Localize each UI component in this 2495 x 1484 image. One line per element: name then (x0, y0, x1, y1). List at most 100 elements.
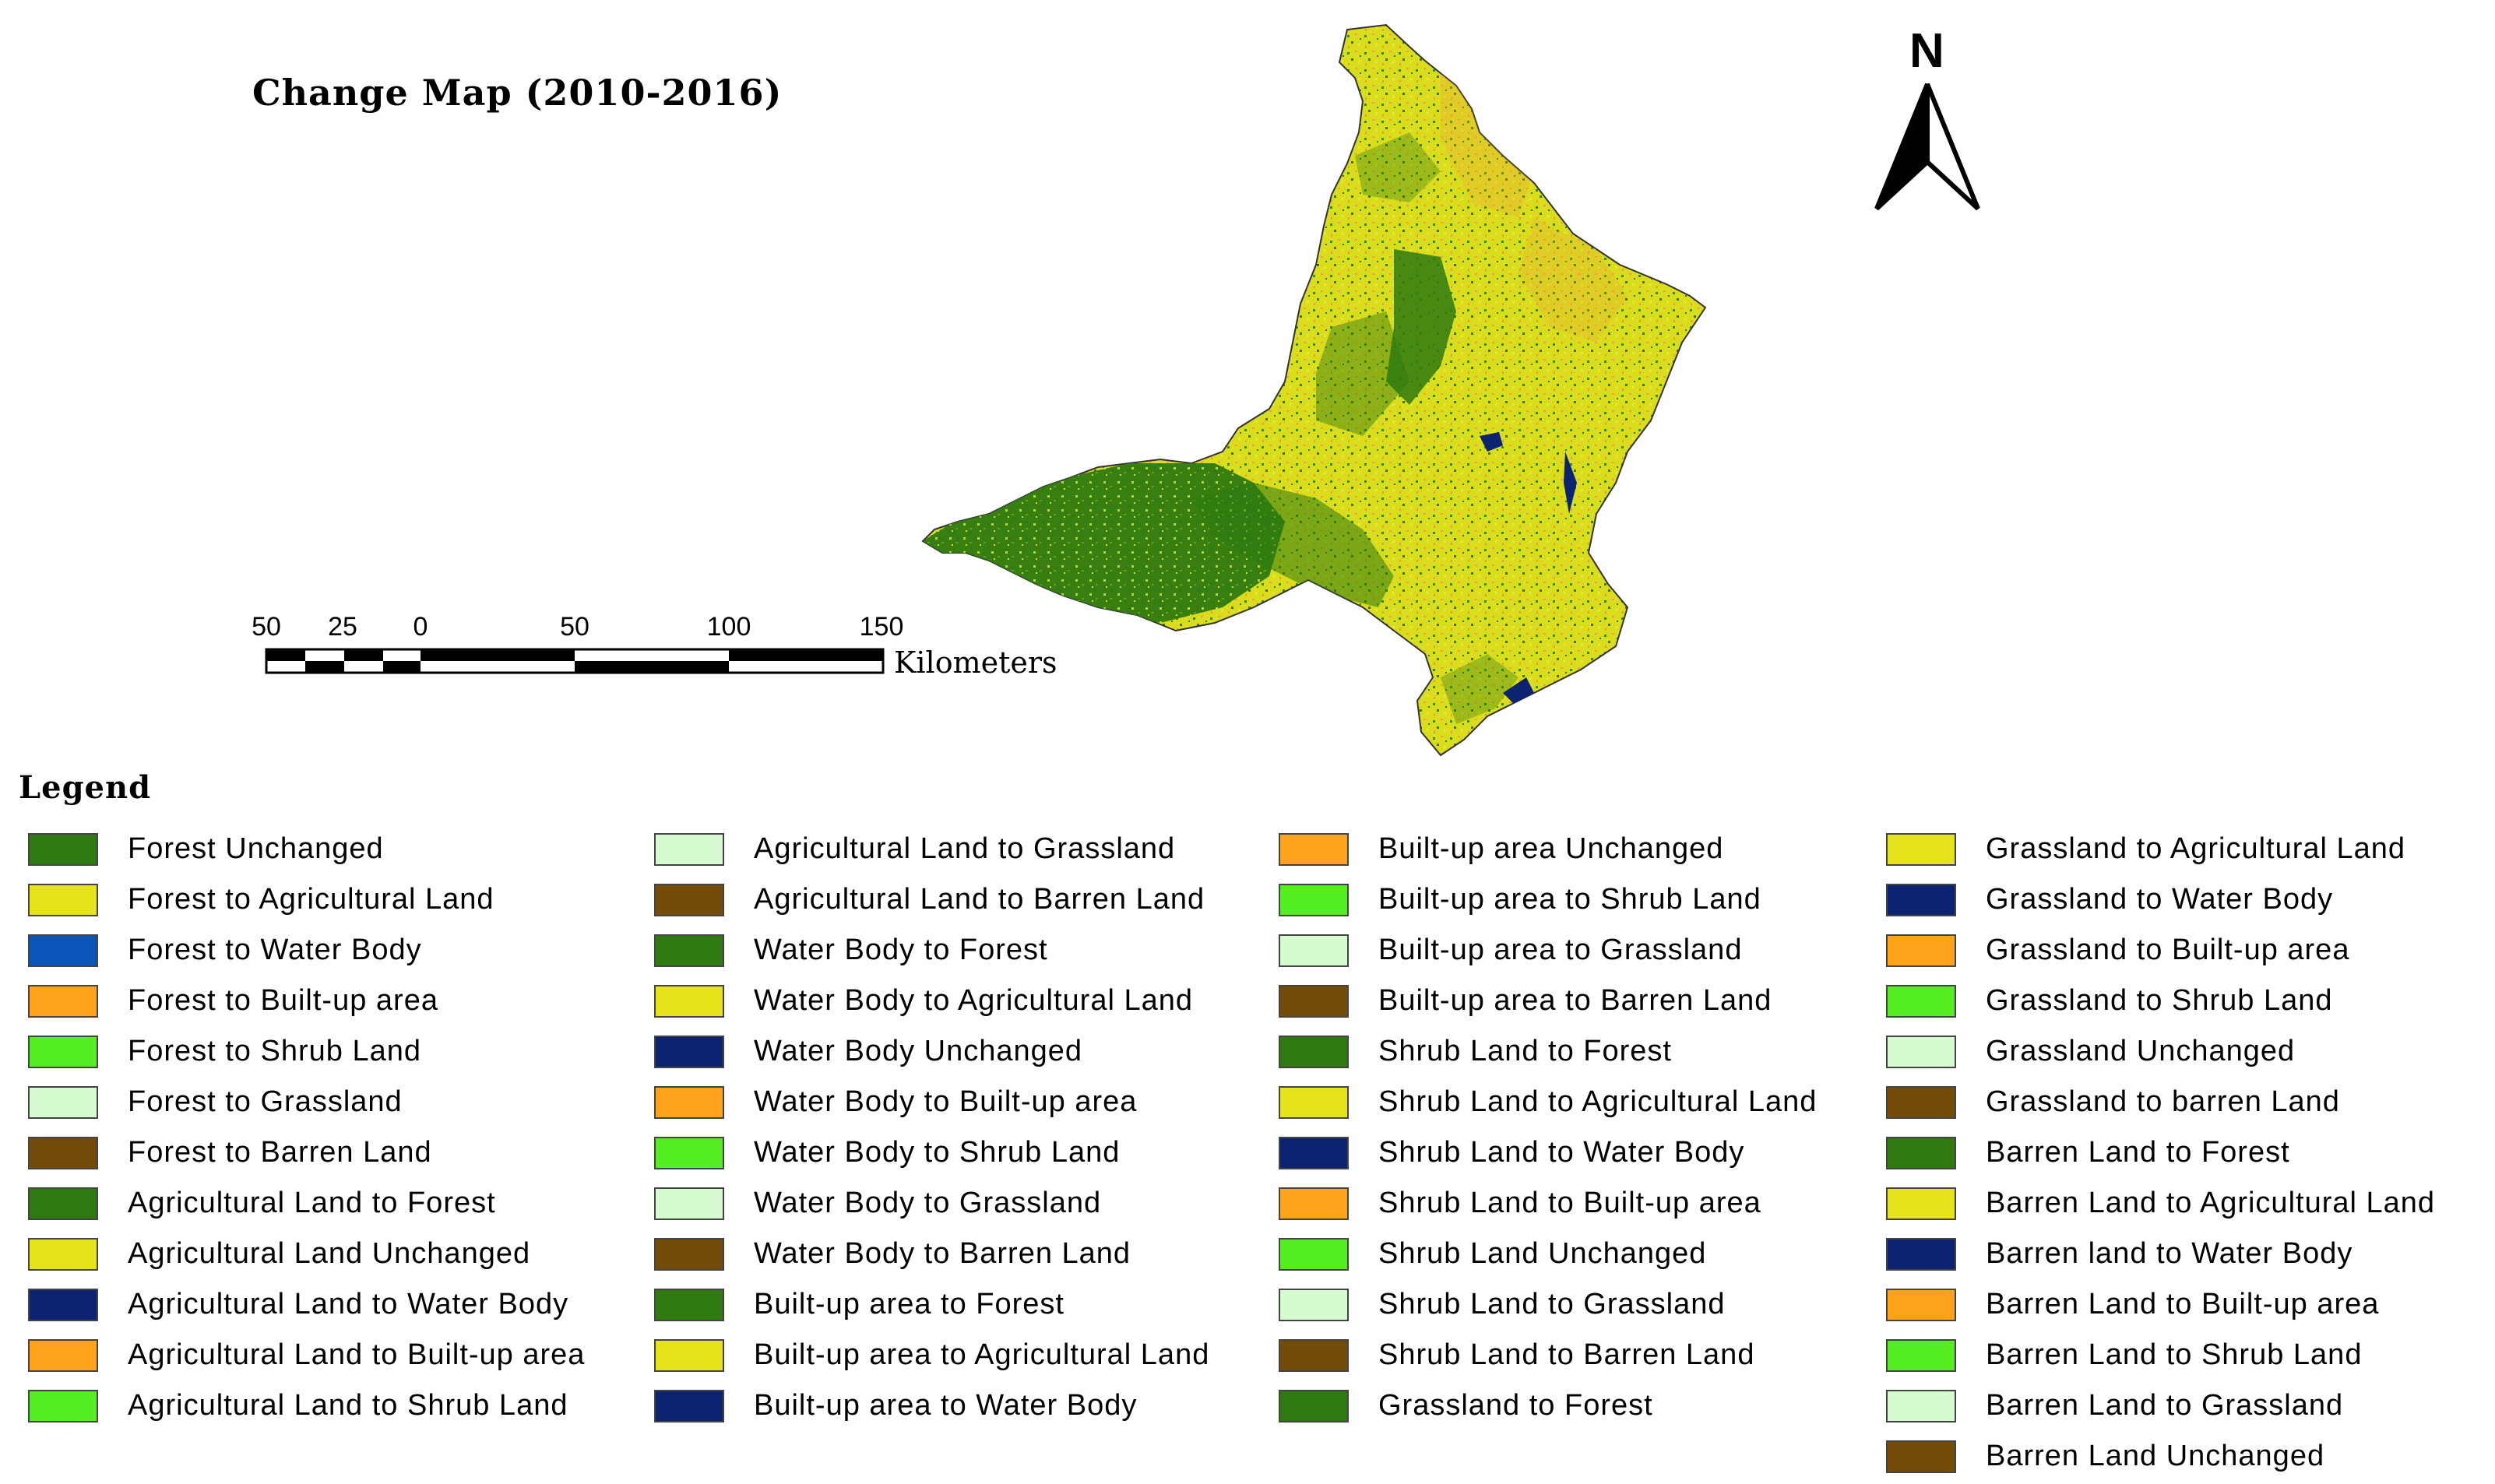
legend-swatch (28, 1035, 98, 1068)
legend-label: Shrub Land Unchanged (1378, 1237, 1707, 1270)
legend-item: Water Body to Barren Land (654, 1229, 1209, 1279)
legend-swatch (1886, 832, 1956, 866)
legend-item: Forest to Built-up area (28, 976, 585, 1026)
legend-swatch (1886, 1237, 1956, 1271)
legend-swatch (654, 1187, 724, 1220)
legend-label: Agricultural Land to Grassland (754, 832, 1176, 865)
legend-label: Barren land to Water Body (1986, 1237, 2353, 1270)
legend-label: Barren Land to Agricultural Land (1986, 1187, 2436, 1219)
legend-swatch (1886, 984, 1956, 1018)
legend-label: Shrub Land to Forest (1378, 1035, 1672, 1067)
legend-label: Forest to Barren Land (128, 1136, 432, 1169)
legend-label: Forest to Water Body (128, 934, 422, 966)
legend-swatch (654, 1338, 724, 1372)
legend-swatch (654, 984, 724, 1018)
legend-item: Agricultural Land to Shrub Land (28, 1380, 585, 1431)
legend-label: Barren Land to Forest (1986, 1136, 2290, 1169)
legend-swatch (1279, 883, 1349, 916)
legend-swatch (1886, 883, 1956, 916)
legend-item: Shrub Land Unchanged (1279, 1229, 1817, 1279)
legend-title: Legend (19, 769, 152, 806)
legend-label: Built-up area to Water Body (754, 1389, 1138, 1422)
legend-swatch (1886, 1035, 1956, 1068)
legend-label: Built-up area Unchanged (1378, 832, 1724, 865)
legend-item: Built-up area to Barren Land (1279, 976, 1817, 1026)
legend-swatch (1279, 1389, 1349, 1422)
legend-swatch (1279, 1237, 1349, 1271)
legend-item: Forest Unchanged (28, 824, 585, 874)
legend-item: Agricultural Land to Barren Land (654, 874, 1209, 925)
legend-label: Forest to Grassland (128, 1085, 403, 1118)
legend-label: Grassland Unchanged (1986, 1035, 2296, 1067)
legend-swatch (1886, 934, 1956, 967)
legend-item: Water Body to Built-up area (654, 1077, 1209, 1127)
legend-item: Grassland to Built-up area (1886, 925, 2435, 976)
legend-label: Barren Land to Built-up area (1986, 1288, 2380, 1320)
legend-label: Shrub Land to Grassland (1378, 1288, 1726, 1320)
legend-label: Agricultural Land to Barren Land (754, 883, 1205, 916)
legend-item: Water Body Unchanged (654, 1026, 1209, 1077)
legend-swatch (1279, 1085, 1349, 1119)
legend-item: Barren land to Water Body (1886, 1229, 2435, 1279)
scale-bar: 50 25 0 50 100 150 Kilometers (252, 612, 1057, 680)
legend-label: Built-up area to Grassland (1378, 934, 1743, 966)
legend-swatch (1279, 1288, 1349, 1321)
legend-item: Agricultural Land to Water Body (28, 1279, 585, 1330)
legend-item: Shrub Land to Grassland (1279, 1279, 1817, 1330)
legend-item: Grassland Unchanged (1886, 1026, 2435, 1077)
legend-swatch (1279, 1136, 1349, 1169)
legend-label: Water Body to Built-up area (754, 1085, 1138, 1118)
legend-swatch (654, 1237, 724, 1271)
legend-item: Barren Land Unchanged (1886, 1431, 2435, 1482)
legend-column-1: Forest Unchanged Forest to Agricultural L… (28, 824, 585, 1431)
legend-column-4: Grassland to Agricultural Land Grassland … (1886, 824, 2435, 1482)
legend-item: Water Body to Shrub Land (654, 1127, 1209, 1178)
legend-swatch (1886, 1187, 1956, 1220)
legend-swatch (1279, 984, 1349, 1018)
legend-item: Built-up area to Grassland (1279, 925, 1817, 976)
legend-label: Water Body to Shrub Land (754, 1136, 1121, 1169)
legend-swatch (654, 1035, 724, 1068)
legend-swatch (654, 1085, 724, 1119)
legend-item: Barren Land to Grassland (1886, 1380, 2435, 1431)
legend-label: Shrub Land to Barren Land (1378, 1338, 1755, 1371)
legend-label: Barren Land to Shrub Land (1986, 1338, 2363, 1371)
map-title: Change Map (2010-2016) (252, 72, 783, 114)
legend-label: Water Body to Grassland (754, 1187, 1102, 1219)
legend-item: Forest to Grassland (28, 1077, 585, 1127)
scale-label-50-left: 50 (252, 612, 281, 642)
legend-label: Forest Unchanged (128, 832, 384, 865)
legend-swatch (654, 832, 724, 866)
legend-item: Forest to Barren Land (28, 1127, 585, 1178)
change-map (922, 24, 1706, 756)
north-label: N (1909, 24, 1944, 78)
scale-label-0: 0 (413, 612, 428, 642)
legend-item: Forest to Shrub Land (28, 1026, 585, 1077)
legend-item: Shrub Land to Water Body (1279, 1127, 1817, 1178)
legend-item: Barren Land to Forest (1886, 1127, 2435, 1178)
legend-label: Forest to Built-up area (128, 984, 438, 1017)
legend-swatch (1886, 1136, 1956, 1169)
legend-swatch (28, 1389, 98, 1422)
legend-item: Forest to Water Body (28, 925, 585, 976)
scale-label-50: 50 (560, 612, 589, 642)
legend-label: Grassland to Agricultural Land (1986, 832, 2406, 865)
legend-label: Agricultural Land to Built-up area (128, 1338, 586, 1371)
legend-item: Shrub Land to Built-up area (1279, 1178, 1817, 1229)
legend-swatch (1279, 1035, 1349, 1068)
legend-item: Grassland to barren Land (1886, 1077, 2435, 1127)
legend-swatch (654, 1136, 724, 1169)
legend-item: Forest to Agricultural Land (28, 874, 585, 925)
legend-item: Shrub Land to Agricultural Land (1279, 1077, 1817, 1127)
legend-label: Built-up area to Agricultural Land (754, 1338, 1210, 1371)
legend-item: Built-up area to Water Body (654, 1380, 1209, 1431)
legend-swatch (654, 934, 724, 967)
legend-item: Barren Land to Agricultural Land (1886, 1178, 2435, 1229)
legend-item: Agricultural Land to Grassland (654, 824, 1209, 874)
legend-item: Built-up area Unchanged (1279, 824, 1817, 874)
legend-swatch (28, 1085, 98, 1119)
legend-item: Grassland to Water Body (1886, 874, 2435, 925)
legend-swatch (28, 1338, 98, 1372)
legend-item: Agricultural Land to Built-up area (28, 1330, 585, 1380)
legend-swatch (28, 883, 98, 916)
